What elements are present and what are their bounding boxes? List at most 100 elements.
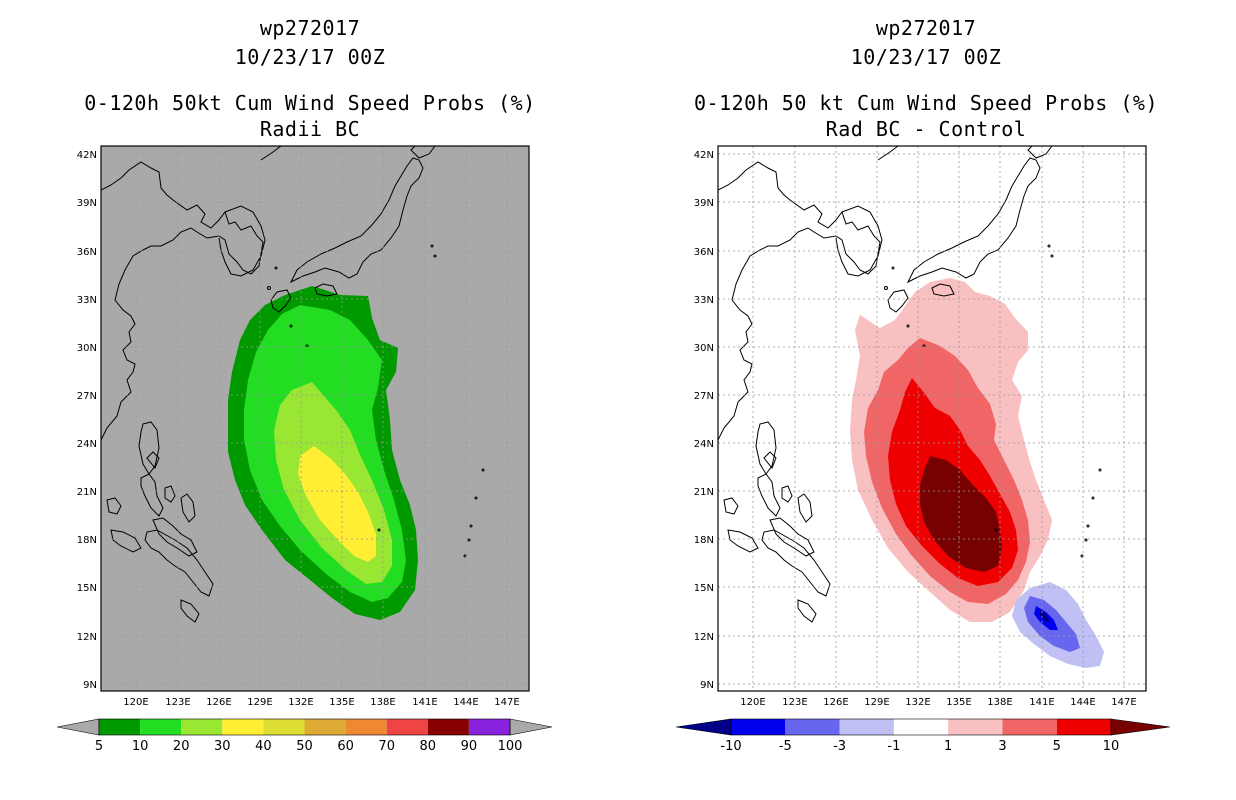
left-product-title: 0-120h 50kt Cum Wind Speed Probs (%) bbox=[84, 91, 536, 115]
left-colorbar-frame bbox=[98, 718, 511, 736]
right-lat-label: 24N bbox=[694, 439, 714, 450]
right-colorbar-label: 1 bbox=[944, 739, 952, 754]
left-lat-label: 30N bbox=[77, 343, 97, 354]
right-colorbar-swatch bbox=[1002, 719, 1057, 735]
right-lon-label: 147E bbox=[1111, 697, 1136, 708]
right-subtitle: Rad BC - Control bbox=[825, 117, 1027, 141]
right-title-block: wp272017 10/23/17 00Z 0-120h 50 kt Cum W… bbox=[656, 14, 1196, 144]
right-colorbar-labels: -10 -5 -3 -1 1 3 5 10 bbox=[720, 739, 1119, 754]
right-lon-label: 144E bbox=[1070, 697, 1095, 708]
right-colorbar-label: -1 bbox=[887, 739, 900, 754]
left-colorbar-labels: 5 10 20 30 40 50 60 70 80 90 100 bbox=[95, 739, 523, 754]
right-colorbar-swatch bbox=[948, 719, 1003, 735]
left-lon-label: 120E bbox=[123, 697, 148, 708]
left-lon-label: 126E bbox=[206, 697, 231, 708]
left-colorbar-label: 60 bbox=[337, 739, 354, 754]
right-lon-label: 138E bbox=[987, 697, 1012, 708]
right-colorbar-under-arrow bbox=[675, 718, 732, 736]
left-colorbar-swatch bbox=[222, 719, 264, 735]
left-lat-label: 39N bbox=[77, 198, 97, 209]
right-colorbar-label: -3 bbox=[833, 739, 846, 754]
left-colorbar-swatch bbox=[99, 719, 141, 735]
left-lat-label: 33N bbox=[77, 295, 97, 306]
right-gridlines bbox=[718, 146, 1146, 691]
left-contour-30 bbox=[298, 446, 376, 562]
right-colorbar-swatch bbox=[893, 719, 949, 735]
right-colorbar-over-arrow bbox=[1110, 718, 1171, 736]
left-lon-label: 123E bbox=[165, 697, 190, 708]
right-lat-labels: 42N 39N 36N 33N 30N 27N 24N 21N 18N 15N … bbox=[694, 150, 714, 691]
left-colorbar-under-arrow bbox=[56, 718, 100, 736]
left-lon-label: 138E bbox=[370, 697, 395, 708]
right-map-panel: 42N 39N 36N 33N 30N 27N 24N 21N 18N 15N … bbox=[694, 145, 1147, 708]
right-lon-label: 132E bbox=[905, 697, 930, 708]
left-lat-label: 36N bbox=[77, 247, 97, 258]
right-lat-label: 9N bbox=[700, 680, 714, 691]
right-lat-label: 33N bbox=[694, 295, 714, 306]
right-lat-label: 27N bbox=[694, 391, 714, 402]
left-lat-label: 9N bbox=[83, 680, 97, 691]
left-lat-label: 21N bbox=[77, 487, 97, 498]
right-lat-label: 39N bbox=[694, 198, 714, 209]
right-lat-label: 12N bbox=[694, 632, 714, 643]
left-lat-label: 24N bbox=[77, 439, 97, 450]
left-colorbar-swatch bbox=[345, 719, 387, 735]
right-colorbar-label: 3 bbox=[998, 739, 1006, 754]
left-colorbar-swatch bbox=[304, 719, 346, 735]
left-colorbar-label: 90 bbox=[461, 739, 478, 754]
right-lon-label: 120E bbox=[740, 697, 765, 708]
left-lon-label: 147E bbox=[494, 697, 519, 708]
left-lat-labels: 42N 39N 36N 33N 30N 27N 24N 21N 18N 15N … bbox=[77, 150, 97, 691]
left-colorbar-label: 100 bbox=[498, 739, 523, 754]
right-colorbar-label: -10 bbox=[720, 739, 741, 754]
right-map-frame bbox=[717, 145, 1147, 692]
right-lon-label: 141E bbox=[1029, 697, 1054, 708]
left-map-frame bbox=[100, 145, 530, 692]
left-colorbar-label: 70 bbox=[378, 739, 395, 754]
left-colorbar-swatch bbox=[468, 719, 510, 735]
left-storm-id: wp272017 bbox=[259, 16, 361, 40]
right-product-title: 0-120h 50 kt Cum Wind Speed Probs (%) bbox=[693, 91, 1159, 115]
left-gridlines bbox=[101, 146, 529, 691]
right-lat-label: 42N bbox=[694, 150, 714, 161]
right-colorbar-label: -5 bbox=[779, 739, 792, 754]
right-lat-label: 30N bbox=[694, 343, 714, 354]
left-map-panel: 42N 39N 36N 33N 30N 27N 24N 21N 18N 15N … bbox=[77, 145, 530, 708]
right-lon-label: 129E bbox=[864, 697, 889, 708]
right-datetime: 10/23/17 00Z bbox=[850, 45, 1002, 69]
left-lat-label: 27N bbox=[77, 391, 97, 402]
left-lat-label: 12N bbox=[77, 632, 97, 643]
left-colorbar-swatch bbox=[386, 719, 428, 735]
left-lat-label: 42N bbox=[77, 150, 97, 161]
left-datetime: 10/23/17 00Z bbox=[234, 45, 386, 69]
right-lon-label: 135E bbox=[946, 697, 971, 708]
right-colorbar-swatch bbox=[839, 719, 894, 735]
left-lat-label: 15N bbox=[77, 583, 97, 594]
left-lon-labels: 120E 123E 126E 129E 132E 135E 138E 141E … bbox=[123, 697, 519, 708]
right-storm-id: wp272017 bbox=[875, 16, 977, 40]
left-colorbar-label: 10 bbox=[132, 739, 149, 754]
left-title-block: wp272017 10/23/17 00Z 0-120h 50kt Cum Wi… bbox=[40, 14, 580, 144]
left-lon-label: 135E bbox=[329, 697, 354, 708]
right-lat-label: 21N bbox=[694, 487, 714, 498]
left-colorbar-swatch bbox=[181, 719, 223, 735]
right-colorbar: -10 -5 -3 -1 1 3 5 10 bbox=[675, 718, 1171, 754]
right-lat-label: 18N bbox=[694, 535, 714, 546]
left-colorbar-label: 80 bbox=[420, 739, 437, 754]
left-lon-label: 141E bbox=[412, 697, 437, 708]
right-lat-label: 36N bbox=[694, 247, 714, 258]
left-colorbar: 5 10 20 30 40 50 60 70 80 90 100 bbox=[56, 718, 553, 754]
left-lon-label: 144E bbox=[453, 697, 478, 708]
right-lon-labels: 120E 123E 126E 129E 132E 135E 138E 141E … bbox=[740, 697, 1136, 708]
left-lon-label: 132E bbox=[288, 697, 313, 708]
left-colorbar-swatch bbox=[427, 719, 469, 735]
right-lat-label: 15N bbox=[694, 583, 714, 594]
right-colorbar-label: 10 bbox=[1103, 739, 1120, 754]
right-colorbar-label: 5 bbox=[1053, 739, 1061, 754]
right-colorbar-swatch bbox=[1056, 719, 1111, 735]
right-diff-contours bbox=[850, 278, 1104, 668]
right-colorbar-swatch bbox=[785, 719, 840, 735]
right-lon-label: 126E bbox=[823, 697, 848, 708]
left-colorbar-label: 40 bbox=[255, 739, 272, 754]
